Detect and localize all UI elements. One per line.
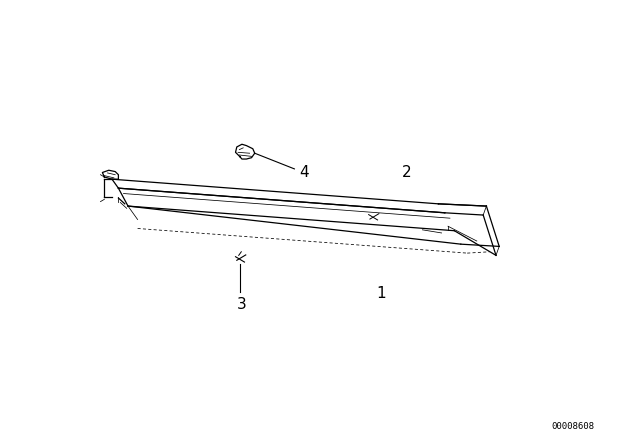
Text: 00008608: 00008608 <box>551 422 595 431</box>
Text: 4: 4 <box>299 165 309 180</box>
Text: 2: 2 <box>401 165 412 180</box>
Text: 1: 1 <box>376 286 386 301</box>
Text: 3: 3 <box>237 297 247 312</box>
